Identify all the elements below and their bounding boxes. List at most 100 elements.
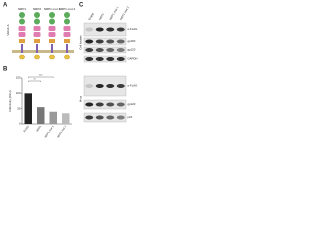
domain-b [33, 32, 41, 37]
band-label: α-FLAG [128, 84, 138, 88]
lane-label: NRP1 mut 1 [108, 5, 119, 21]
band [106, 27, 115, 32]
domain-b [18, 26, 26, 31]
ligand-label: VEGF-A [6, 24, 10, 35]
domain-tm [51, 44, 53, 53]
band [85, 84, 94, 88]
domain-b [18, 32, 26, 37]
blot [83, 46, 127, 54]
band-label: p24 [128, 115, 133, 119]
ligand [18, 54, 26, 60]
domain-a [19, 12, 25, 18]
y-tick-label: 50 [17, 106, 21, 110]
blot [83, 99, 127, 110]
bar [37, 107, 45, 124]
band [85, 48, 94, 52]
blot [83, 75, 127, 97]
domain-b [48, 26, 56, 31]
band [106, 84, 115, 88]
domain-tm [21, 44, 23, 53]
band [95, 48, 104, 52]
domain-b [48, 32, 56, 37]
band [116, 115, 125, 120]
ligand [48, 54, 56, 60]
ligand [33, 54, 41, 60]
blot [83, 112, 127, 123]
domain-a [64, 12, 70, 18]
x-tick-label: NRP1 mut 2 [56, 124, 68, 138]
band [85, 115, 94, 120]
band-label: gp120 [128, 102, 136, 106]
domain-a [49, 18, 55, 25]
panel-label: A [3, 3, 8, 9]
domain-tm [66, 44, 68, 53]
bar [49, 111, 57, 124]
blot [83, 55, 127, 63]
x-tick-label: NRP1 [35, 124, 43, 132]
band [95, 27, 104, 32]
significance-label: ** [33, 78, 36, 82]
band-label: α-FLAG [128, 27, 138, 31]
domain-tm [36, 44, 38, 53]
band [95, 39, 104, 44]
significance-label: *** [39, 74, 43, 78]
blot [83, 22, 127, 37]
y-axis-label: Infectivity (RLU) [8, 90, 12, 111]
lane-label: NRP1 mut 2 [119, 5, 130, 21]
panel-label: B [3, 67, 8, 73]
band [85, 102, 94, 107]
membrane [12, 50, 74, 53]
panel-label: C [79, 3, 84, 9]
lane-label: Empty [87, 11, 95, 20]
domain-a [34, 12, 40, 18]
band [106, 115, 115, 120]
band [106, 102, 115, 107]
band-label: gp160 [128, 39, 136, 43]
x-tick-label: Empty [22, 124, 30, 133]
domain-a [64, 18, 70, 25]
domain-a [34, 18, 40, 25]
x-tick-label: NRP1 mut 1 [43, 124, 55, 138]
band [116, 39, 125, 44]
domain-b [63, 32, 71, 37]
band [95, 115, 104, 120]
band [85, 39, 94, 44]
construct-label: NRP1 mut 1 [44, 7, 61, 11]
band [116, 57, 125, 61]
band [106, 39, 115, 44]
domain-b [33, 26, 41, 31]
band [116, 48, 125, 52]
y-tick-label: 100 [16, 91, 21, 95]
band [95, 84, 104, 88]
domain-c [34, 39, 40, 43]
blot [83, 37, 127, 46]
lane-label: NRP1 [98, 12, 105, 21]
y-tick-label: 150 [16, 76, 21, 80]
domain-a [49, 12, 55, 18]
band-label: GAPDH [128, 57, 138, 61]
band [95, 102, 104, 107]
domain-b [63, 26, 71, 31]
bar [24, 93, 32, 124]
ligand [63, 54, 71, 60]
significance-bracket [28, 76, 54, 78]
domain-c [64, 39, 70, 43]
band-label: gp120 [128, 48, 136, 52]
domain-c [19, 39, 25, 43]
domain-a [19, 18, 25, 25]
construct-label: NRP2 [33, 7, 41, 11]
y-tick-label: 0 [19, 122, 21, 126]
section-title: Cell lysates [79, 35, 83, 50]
construct-label: NRP1 mut 2 [59, 7, 76, 11]
band [85, 27, 94, 32]
band [116, 102, 125, 107]
band [95, 57, 104, 61]
domain-c [49, 39, 55, 43]
band [116, 27, 125, 32]
band [106, 48, 115, 52]
construct-label: NRP1 [18, 7, 26, 11]
band [106, 57, 115, 61]
significance-bracket [28, 80, 41, 82]
band [85, 57, 94, 61]
